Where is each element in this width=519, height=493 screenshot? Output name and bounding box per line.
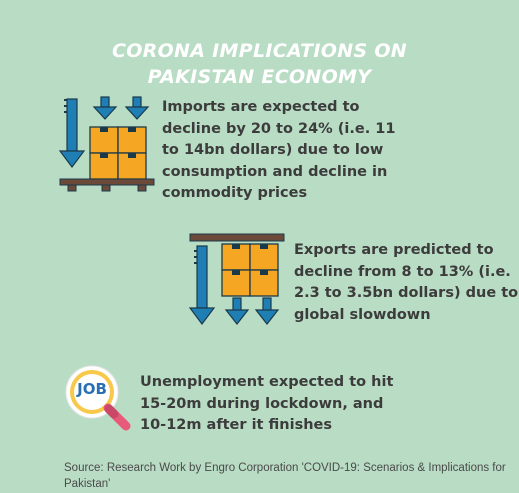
source-citation: Source: Research Work by Engro Corporati… xyxy=(64,462,506,490)
imports-description: Imports are expected to decline by 20 to… xyxy=(162,99,396,201)
exports-decline-icon xyxy=(188,233,285,325)
exports-description: Exports are predicted to decline from 8 … xyxy=(294,242,519,323)
unemployment-description: Unemployment expected to hit 15-20m duri… xyxy=(140,374,394,433)
job-search-icon xyxy=(65,365,131,431)
title-line-1: CORONA IMPLICATIONS ON xyxy=(111,40,408,62)
infographic-title: CORONA IMPLICATIONS ON PAKISTAN ECONOMY xyxy=(0,38,519,90)
job-label: JOB xyxy=(77,380,107,398)
title-line-2: PAKISTAN ECONOMY xyxy=(147,66,372,88)
imports-decline-icon xyxy=(58,96,155,192)
